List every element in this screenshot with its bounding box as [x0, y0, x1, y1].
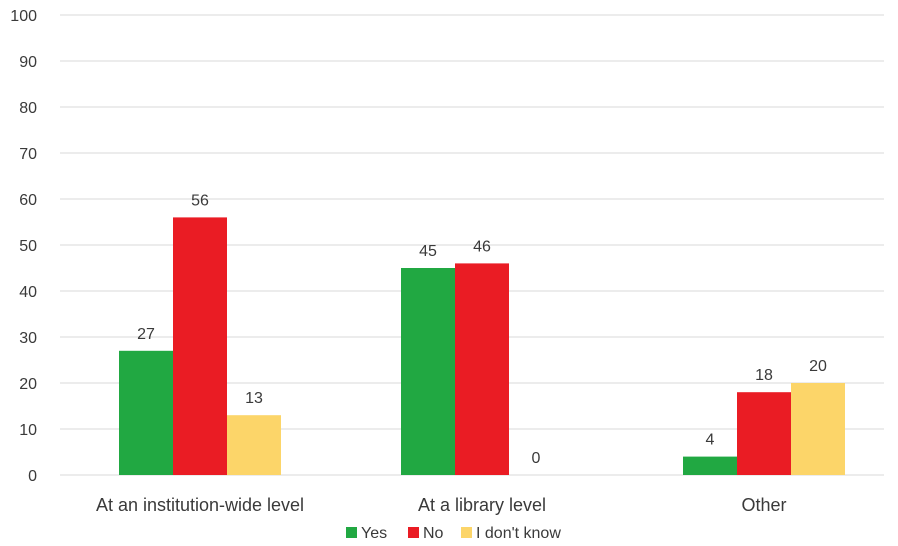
bar [737, 392, 791, 475]
data-labels: 27 45 4 56 46 18 13 0 20 [137, 192, 827, 467]
data-label: 20 [809, 358, 827, 375]
data-label: 46 [473, 238, 491, 255]
data-label: 4 [706, 432, 715, 449]
legend-item: Yes [346, 525, 387, 542]
x-axis-categories: At an institution-wide level At a library… [96, 495, 787, 515]
data-label: 56 [191, 192, 209, 209]
y-tick-label: 90 [19, 54, 37, 71]
x-category-label: At an institution-wide level [96, 495, 304, 515]
legend-label: No [423, 525, 444, 542]
legend-item: I don't know [461, 525, 561, 542]
y-tick-label: 100 [10, 8, 37, 25]
data-label: 45 [419, 243, 437, 260]
bar [401, 268, 455, 475]
legend-item: No [408, 525, 444, 542]
y-axis-ticks: 0 10 20 30 40 50 60 70 80 90 100 [10, 8, 37, 485]
y-tick-label: 70 [19, 146, 37, 163]
legend-swatch [346, 527, 357, 538]
bar [791, 383, 845, 475]
x-category-label: At a library level [418, 495, 546, 515]
data-label: 0 [532, 450, 541, 467]
y-tick-label: 0 [28, 468, 37, 485]
legend-label: Yes [361, 525, 387, 542]
bar [227, 415, 281, 475]
y-tick-label: 30 [19, 330, 37, 347]
bar [455, 263, 509, 475]
bar [683, 456, 737, 475]
legend: Yes No I don't know [346, 525, 561, 542]
y-tick-label: 40 [19, 284, 37, 301]
data-label: 13 [245, 390, 263, 407]
bars [119, 217, 845, 475]
x-category-label: Other [741, 495, 786, 515]
data-label: 18 [755, 367, 773, 384]
data-label: 27 [137, 326, 155, 343]
bar [173, 217, 227, 475]
y-tick-label: 50 [19, 238, 37, 255]
y-tick-label: 80 [19, 100, 37, 117]
y-tick-label: 10 [19, 422, 37, 439]
legend-swatch [408, 527, 419, 538]
legend-label: I don't know [476, 525, 561, 542]
y-tick-label: 20 [19, 376, 37, 393]
bar [119, 350, 173, 475]
legend-swatch [461, 527, 472, 538]
y-tick-label: 60 [19, 192, 37, 209]
